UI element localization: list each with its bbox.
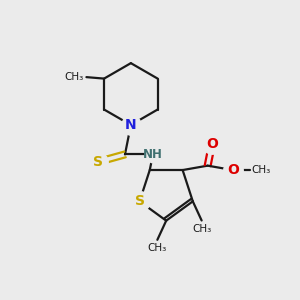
Text: N: N: [125, 118, 137, 132]
Text: CH₃: CH₃: [192, 224, 211, 234]
Text: S: S: [94, 155, 103, 169]
Text: CH₃: CH₃: [252, 165, 271, 175]
Text: CH₃: CH₃: [148, 243, 167, 253]
Text: CH₃: CH₃: [65, 72, 84, 82]
Text: NH: NH: [143, 148, 163, 161]
Text: O: O: [227, 163, 239, 177]
Text: O: O: [206, 136, 218, 151]
Text: S: S: [135, 194, 145, 208]
